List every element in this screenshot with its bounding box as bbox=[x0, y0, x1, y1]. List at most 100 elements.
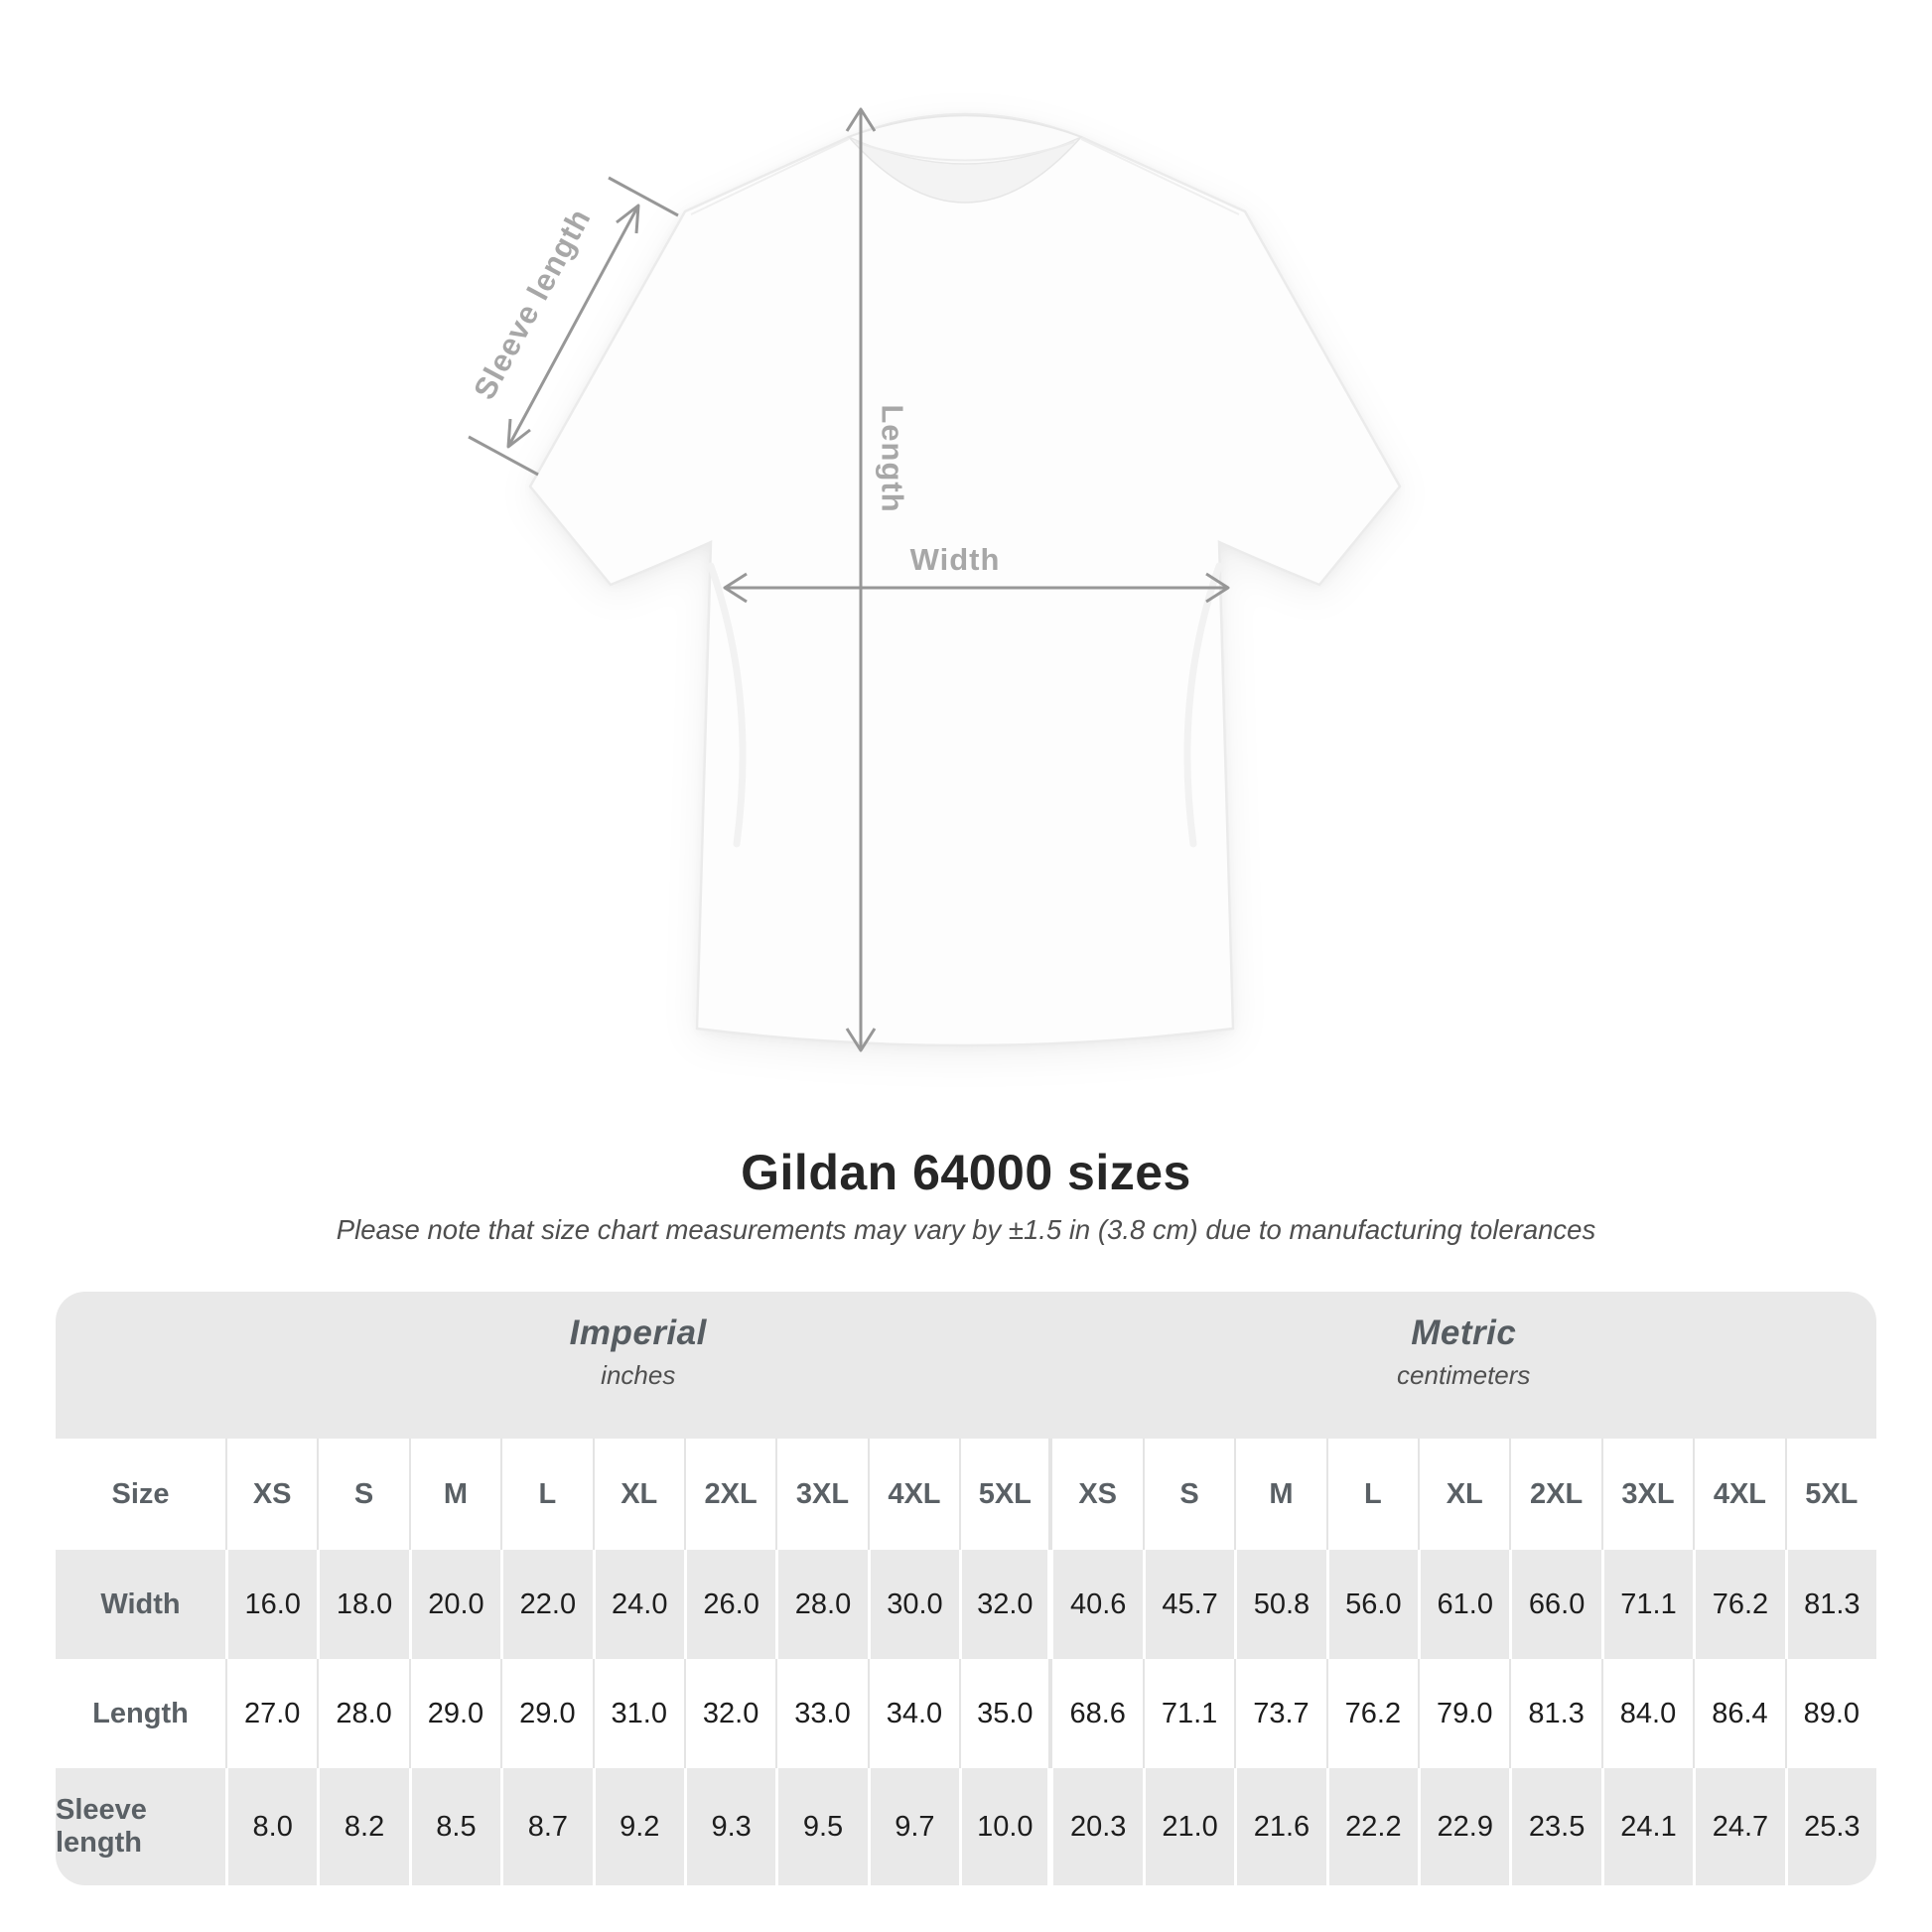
metric-size-header: 2XL bbox=[1509, 1439, 1600, 1550]
imperial-value: 32.0 bbox=[959, 1550, 1051, 1659]
metric-value: 76.2 bbox=[1693, 1550, 1784, 1659]
imperial-value: 29.0 bbox=[408, 1659, 500, 1768]
metric-value: 81.3 bbox=[1509, 1659, 1600, 1768]
measurement-row-length: Length 27.0 28.0 29.0 29.0 31.0 32.0 33.0 34.0 35… bbox=[56, 1659, 1876, 1768]
imperial-value: 30.0 bbox=[867, 1550, 959, 1659]
length-label: Length bbox=[876, 404, 910, 512]
metric-value: 21.0 bbox=[1142, 1768, 1234, 1885]
imperial-value: 24.0 bbox=[592, 1550, 684, 1659]
metric-size-header: 5XL bbox=[1784, 1439, 1876, 1550]
imperial-value: 9.7 bbox=[867, 1768, 959, 1885]
width-arrowhead-right bbox=[1205, 572, 1230, 604]
imperial-size-header: 5XL bbox=[959, 1439, 1051, 1550]
imperial-value: 27.0 bbox=[225, 1659, 317, 1768]
metric-value: 81.3 bbox=[1784, 1550, 1876, 1659]
metric-size-header: 4XL bbox=[1693, 1439, 1784, 1550]
fabric-crease-left bbox=[707, 562, 747, 848]
imperial-value: 32.0 bbox=[683, 1659, 775, 1768]
imperial-size-header: XS bbox=[225, 1439, 317, 1550]
size-table: Imperial inches Metric centimeters Size X… bbox=[56, 1292, 1876, 1885]
table-body: Width 16.0 18.0 20.0 22.0 24.0 26.0 28.0 30.0 32.… bbox=[56, 1550, 1876, 1885]
metric-value: 79.0 bbox=[1418, 1659, 1509, 1768]
shoulder-seam-left bbox=[690, 138, 850, 215]
metric-value: 24.7 bbox=[1693, 1768, 1784, 1885]
sleeve-measure-line bbox=[506, 205, 640, 448]
metric-title: Metric bbox=[1411, 1313, 1517, 1352]
unit-header-imperial: Imperial inches bbox=[225, 1292, 1051, 1439]
metric-value: 40.6 bbox=[1050, 1550, 1142, 1659]
sleeve-arrowhead-top bbox=[616, 204, 640, 234]
metric-size-header: 3XL bbox=[1600, 1439, 1693, 1550]
imperial-value: 28.0 bbox=[317, 1659, 408, 1768]
size-header-row: Size XS S M L XL 2XL 3XL 4XL 5XL XS S M L XL 2XL 3XL 4XL 5… bbox=[56, 1439, 1876, 1550]
imperial-value: 31.0 bbox=[592, 1659, 684, 1768]
imperial-value: 8.5 bbox=[408, 1768, 500, 1885]
imperial-value: 20.0 bbox=[408, 1550, 500, 1659]
metric-size-header: S bbox=[1142, 1439, 1234, 1550]
metric-value: 68.6 bbox=[1050, 1659, 1142, 1768]
tolerance-note: Please note that size chart measurements… bbox=[336, 1214, 1596, 1245]
imperial-size-header: 2XL bbox=[683, 1439, 775, 1550]
imperial-value: 8.2 bbox=[317, 1768, 408, 1885]
size-corner-label: Size bbox=[111, 1477, 170, 1510]
metric-value: 61.0 bbox=[1418, 1550, 1509, 1659]
row-label: Width bbox=[100, 1587, 181, 1620]
collar-stitch bbox=[855, 141, 1075, 162]
imperial-value: 18.0 bbox=[317, 1550, 408, 1659]
imperial-size-header: 3XL bbox=[775, 1439, 867, 1550]
imperial-unit: inches bbox=[601, 1360, 676, 1390]
imperial-value: 9.3 bbox=[683, 1768, 775, 1885]
shoulder-seam-right bbox=[1080, 138, 1240, 215]
imperial-value: 9.2 bbox=[592, 1768, 684, 1885]
metric-value: 71.1 bbox=[1142, 1659, 1234, 1768]
length-arrowhead-top bbox=[845, 107, 877, 132]
sleeve-length-label: Sleeve length bbox=[467, 203, 598, 405]
imperial-size-header: 4XL bbox=[867, 1439, 959, 1550]
metric-value: 66.0 bbox=[1509, 1550, 1600, 1659]
metric-unit: centimeters bbox=[1397, 1360, 1531, 1390]
imperial-size-header: L bbox=[500, 1439, 592, 1550]
imperial-size-header: S bbox=[317, 1439, 408, 1550]
imperial-value: 26.0 bbox=[683, 1550, 775, 1659]
imperial-size-header: XL bbox=[592, 1439, 684, 1550]
imperial-value: 22.0 bbox=[500, 1550, 592, 1659]
imperial-value: 29.0 bbox=[500, 1659, 592, 1768]
tshirt-diagram: Sleeve length Length Width bbox=[467, 107, 1402, 1052]
imperial-value: 8.7 bbox=[500, 1768, 592, 1885]
imperial-value: 34.0 bbox=[867, 1659, 959, 1768]
width-label: Width bbox=[910, 542, 1001, 577]
metric-value: 73.7 bbox=[1234, 1659, 1325, 1768]
unit-header-metric: Metric centimeters bbox=[1051, 1292, 1877, 1439]
imperial-value: 28.0 bbox=[775, 1550, 867, 1659]
imperial-title: Imperial bbox=[569, 1313, 707, 1352]
imperial-size-header: M bbox=[408, 1439, 500, 1550]
metric-size-header: M bbox=[1234, 1439, 1325, 1550]
imperial-value: 10.0 bbox=[959, 1768, 1051, 1885]
measurement-row-sleeve-length: Sleeve length 8.0 8.2 8.5 8.7 9.2 9.3 9.5 9.7 10.… bbox=[56, 1768, 1876, 1885]
imperial-value: 16.0 bbox=[225, 1550, 317, 1659]
imperial-value: 33.0 bbox=[775, 1659, 867, 1768]
sleeve-arrowhead-bottom bbox=[506, 418, 531, 449]
metric-value: 45.7 bbox=[1142, 1550, 1234, 1659]
measurement-row-width: Width 16.0 18.0 20.0 22.0 24.0 26.0 28.0 30.0 32.… bbox=[56, 1550, 1876, 1659]
width-arrowhead-left bbox=[723, 572, 748, 604]
heading-block: Gildan 64000 sizes Please note that size… bbox=[0, 1144, 1932, 1246]
collar-band bbox=[847, 114, 1083, 165]
imperial-value: 35.0 bbox=[959, 1659, 1051, 1768]
metric-value: 86.4 bbox=[1693, 1659, 1784, 1768]
metric-value: 25.3 bbox=[1784, 1768, 1876, 1885]
tshirt-graphic bbox=[528, 112, 1402, 1047]
metric-value: 22.9 bbox=[1418, 1768, 1509, 1885]
unit-header-spacer bbox=[56, 1292, 225, 1439]
metric-value: 24.1 bbox=[1600, 1768, 1693, 1885]
metric-value: 84.0 bbox=[1600, 1659, 1693, 1768]
unit-header-row: Imperial inches Metric centimeters bbox=[56, 1292, 1876, 1439]
metric-value: 89.0 bbox=[1784, 1659, 1876, 1768]
metric-value: 21.6 bbox=[1234, 1768, 1325, 1885]
page-title: Gildan 64000 sizes bbox=[741, 1145, 1191, 1200]
length-arrowhead-bottom bbox=[845, 1028, 877, 1052]
metric-value: 23.5 bbox=[1509, 1768, 1600, 1885]
metric-value: 22.2 bbox=[1325, 1768, 1418, 1885]
imperial-value: 8.0 bbox=[225, 1768, 317, 1885]
